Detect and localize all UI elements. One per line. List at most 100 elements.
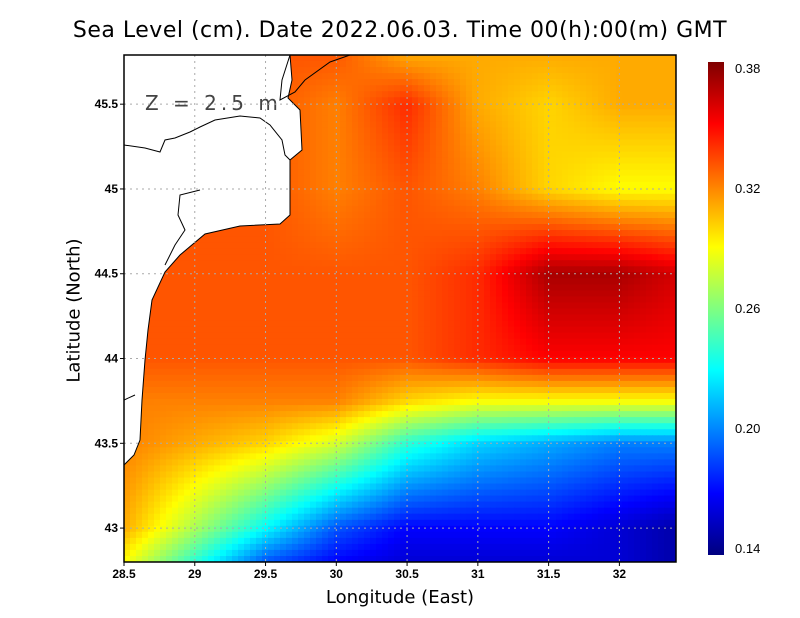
heatmap-cell (652, 97, 659, 104)
heatmap-cell (508, 121, 515, 128)
heatmap-cell (604, 338, 611, 346)
heatmap-cell (658, 374, 665, 382)
heatmap-cell (232, 356, 239, 364)
heatmap-cell (394, 260, 401, 267)
heatmap-cell (592, 151, 599, 159)
heatmap-cell (364, 344, 371, 352)
heatmap-cell (514, 362, 521, 370)
heatmap-cell (370, 356, 377, 364)
heatmap-cell (316, 133, 323, 141)
heatmap-cell (286, 344, 293, 352)
heatmap-cell (238, 254, 245, 261)
heatmap-cell (412, 320, 419, 328)
heatmap-cell (568, 157, 575, 165)
heatmap-cell (424, 296, 431, 303)
heatmap-cell (358, 175, 365, 183)
heatmap-cell (442, 344, 449, 352)
heatmap-cell (232, 278, 239, 285)
heatmap-cell (628, 308, 635, 316)
heatmap-cell (208, 308, 215, 316)
heatmap-cell (556, 79, 563, 86)
heatmap-cell (472, 278, 479, 285)
heatmap-cell (448, 278, 455, 285)
heatmap-cell (394, 205, 401, 213)
heatmap-cell (466, 121, 473, 128)
heatmap-cell (598, 350, 605, 358)
heatmap-cell (394, 266, 401, 273)
heatmap-cell (466, 326, 473, 334)
heatmap-cell (508, 230, 515, 237)
heatmap-cell (382, 362, 389, 370)
heatmap-cell (610, 266, 617, 273)
heatmap-cell (526, 356, 533, 364)
heatmap-cell (328, 133, 335, 141)
heatmap-cell (298, 103, 305, 110)
heatmap-cell (394, 157, 401, 165)
heatmap-cell (472, 187, 479, 195)
heatmap-cell (298, 284, 305, 291)
heatmap-cell (322, 73, 329, 80)
heatmap-cell (280, 326, 287, 334)
heatmap-cell (418, 284, 425, 291)
heatmap-cell (496, 103, 503, 110)
heatmap-cell (352, 61, 359, 68)
heatmap-cell (466, 139, 473, 147)
heatmap-cell (310, 332, 317, 340)
heatmap-cell (652, 127, 659, 134)
heatmap-cell (310, 344, 317, 352)
heatmap-cell (328, 175, 335, 183)
heatmap-cell (652, 278, 659, 285)
heatmap-cell (352, 344, 359, 352)
heatmap-cell (502, 67, 509, 74)
heatmap-cell (442, 272, 449, 279)
heatmap-cell (490, 308, 497, 316)
heatmap-cell (178, 350, 185, 358)
heatmap-cell (370, 278, 377, 285)
heatmap-cell (544, 272, 551, 279)
heatmap-cell (388, 284, 395, 291)
heatmap-cell (574, 218, 581, 225)
heatmap-cell (226, 242, 233, 249)
heatmap-cell (556, 272, 563, 279)
heatmap-cell (616, 308, 623, 316)
heatmap-cell (448, 187, 455, 195)
heatmap-cell (472, 163, 479, 171)
heatmap-cell (424, 320, 431, 328)
heatmap-cell (616, 211, 623, 219)
heatmap-cell (610, 55, 617, 62)
heatmap-cell (310, 314, 317, 322)
heatmap-cell (400, 356, 407, 364)
heatmap-cell (586, 236, 593, 243)
heatmap-cell (604, 79, 611, 86)
heatmap-cell (634, 356, 641, 364)
heatmap-cell (658, 278, 665, 285)
heatmap-cell (256, 290, 263, 297)
heatmap-cell (364, 278, 371, 285)
heatmap-cell (526, 79, 533, 86)
heatmap-cell (532, 175, 539, 183)
heatmap-cell (580, 199, 587, 207)
heatmap-cell (160, 296, 167, 303)
heatmap-cell (640, 374, 647, 382)
heatmap-cell (622, 73, 629, 80)
heatmap-cell (376, 284, 383, 291)
heatmap-cell (166, 284, 173, 291)
heatmap-cell (376, 308, 383, 316)
heatmap-cell (298, 296, 305, 303)
heatmap-cell (346, 242, 353, 249)
heatmap-cell (466, 205, 473, 213)
heatmap-cell (658, 133, 665, 141)
heatmap-cell (616, 254, 623, 261)
heatmap-cell (592, 224, 599, 231)
heatmap-cell (412, 362, 419, 370)
heatmap-cell (298, 193, 305, 201)
heatmap-cell (406, 260, 413, 267)
heatmap-cell (520, 302, 527, 310)
heatmap-cell (376, 236, 383, 243)
heatmap-cell (406, 302, 413, 310)
heatmap-cell (544, 85, 551, 92)
heatmap-cell (646, 151, 653, 159)
heatmap-cell (346, 332, 353, 340)
heatmap-cell (508, 260, 515, 267)
heatmap-cell (670, 187, 676, 195)
